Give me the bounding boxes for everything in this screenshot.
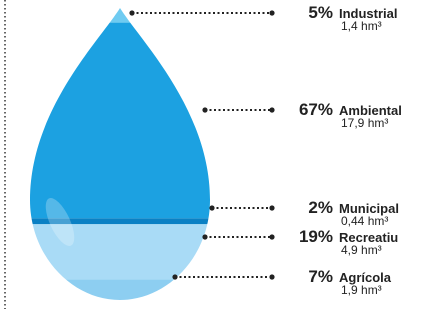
connector-dot [202, 234, 207, 239]
percent-label: 67% [299, 100, 333, 119]
drop-segment [20, 224, 220, 279]
volume-label: 0,44 hm³ [341, 214, 388, 228]
connector-dot [129, 10, 134, 15]
connector-dot [269, 10, 274, 15]
volume-label: 1,4 hm³ [341, 19, 382, 33]
drop-segment [20, 280, 220, 300]
connector-dot [269, 234, 274, 239]
percent-label: 2% [308, 198, 333, 217]
volume-label: 17,9 hm³ [341, 116, 388, 130]
drop-segment [20, 23, 220, 219]
connector-dot [269, 107, 274, 112]
percent-label: 7% [308, 267, 333, 286]
connector-dot [202, 107, 207, 112]
percent-label: 19% [299, 227, 333, 246]
chart: 5%Industrial1,4 hm³67%Ambiental17,9 hm³2… [0, 0, 444, 309]
volume-label: 4,9 hm³ [341, 243, 382, 257]
connector-dot [269, 274, 274, 279]
drop-segment [20, 8, 220, 23]
connector-dot [172, 274, 177, 279]
drop [20, 8, 220, 300]
volume-label: 1,9 hm³ [341, 283, 382, 297]
connector-dot [269, 205, 274, 210]
connector-dot [209, 205, 214, 210]
percent-label: 5% [308, 3, 333, 22]
